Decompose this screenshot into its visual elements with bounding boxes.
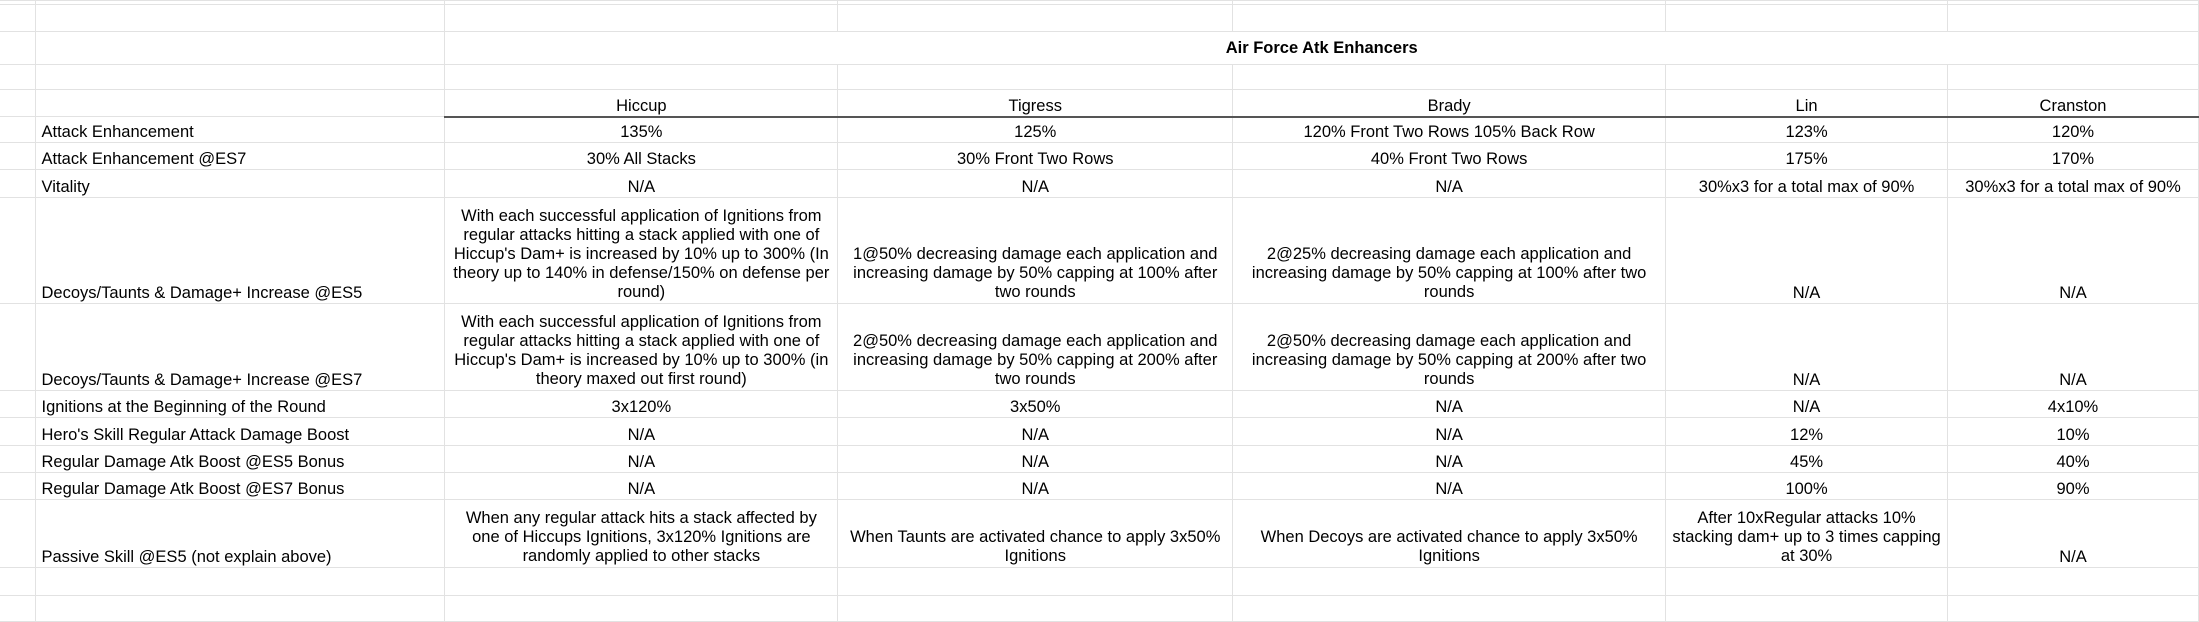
table-cell[interactable]: N/A	[1665, 197, 1949, 304]
row-label[interactable]: Passive Skill @ES5 (not explain above)	[35, 499, 446, 568]
table-cell[interactable]: 170%	[1947, 142, 2199, 170]
table-cell[interactable]: N/A	[837, 169, 1234, 198]
row-label[interactable]: Hero's Skill Regular Attack Damage Boost	[35, 417, 446, 446]
table-cell[interactable]: With each successful application of Igni…	[444, 303, 839, 391]
table-row: Regular Damage Atk Boost @ES7 Bonus N/A …	[0, 472, 2199, 500]
sheet-row	[0, 64, 2199, 90]
table-cell[interactable]: 30% All Stacks	[444, 142, 839, 170]
table-row: Decoys/Taunts & Damage+ Increase @ES7 Wi…	[0, 303, 2199, 391]
table-cell[interactable]: N/A	[444, 169, 839, 198]
table-cell[interactable]: When Taunts are activated chance to appl…	[837, 499, 1234, 568]
table-row: Passive Skill @ES5 (not explain above) W…	[0, 499, 2199, 568]
row-label[interactable]: Regular Damage Atk Boost @ES5 Bonus	[35, 445, 446, 473]
sheet-title[interactable]: Air Force Atk Enhancers	[444, 31, 2199, 65]
sheet-row: Air Force Atk Enhancers	[0, 31, 2199, 65]
table-row: Vitality N/A N/A N/A 30%x3 for a total m…	[0, 169, 2199, 198]
row-label[interactable]: Ignitions at the Beginning of the Round	[35, 390, 446, 418]
table-cell[interactable]: 30% Front Two Rows	[837, 142, 1234, 170]
table-cell[interactable]: 123%	[1665, 116, 1949, 143]
table-cell[interactable]: 3x50%	[837, 390, 1234, 418]
table-cell[interactable]: N/A	[1947, 303, 2199, 391]
table-cell[interactable]: 30%x3 for a total max of 90%	[1947, 169, 2199, 198]
table-cell[interactable]: N/A	[1232, 390, 1667, 418]
column-header-tigress[interactable]: Tigress	[837, 89, 1234, 118]
table-cell[interactable]: 135%	[444, 116, 839, 143]
table-cell[interactable]: After 10xRegular attacks 10% stacking da…	[1665, 499, 1949, 568]
table-cell[interactable]: N/A	[1232, 417, 1667, 446]
table-cell[interactable]: 10%	[1947, 417, 2199, 446]
row-label[interactable]: Vitality	[35, 169, 446, 198]
table-cell[interactable]: 40%	[1947, 445, 2199, 473]
table-cell[interactable]: N/A	[837, 472, 1234, 500]
table-row: Ignitions at the Beginning of the Round …	[0, 390, 2199, 418]
row-label[interactable]: Attack Enhancement @ES7	[35, 142, 446, 170]
table-cell[interactable]: 2@50% decreasing damage each application…	[1232, 303, 1667, 391]
table-cell[interactable]: N/A	[1665, 390, 1949, 418]
column-header-brady[interactable]: Brady	[1232, 89, 1667, 118]
sheet-row	[0, 567, 2199, 596]
table-row: Decoys/Taunts & Damage+ Increase @ES5 Wi…	[0, 197, 2199, 304]
table-cell[interactable]: 2@25% decreasing damage each application…	[1232, 197, 1667, 304]
row-label[interactable]: Regular Damage Atk Boost @ES7 Bonus	[35, 472, 446, 500]
table-cell[interactable]: N/A	[1232, 445, 1667, 473]
table-row: Regular Damage Atk Boost @ES5 Bonus N/A …	[0, 445, 2199, 473]
table-row: Attack Enhancement @ES7 30% All Stacks 3…	[0, 142, 2199, 170]
table-cell[interactable]: 125%	[837, 116, 1234, 143]
row-label[interactable]: Decoys/Taunts & Damage+ Increase @ES7	[35, 303, 446, 391]
table-cell[interactable]: 3x120%	[444, 390, 839, 418]
table-row: Hero's Skill Regular Attack Damage Boost…	[0, 417, 2199, 446]
sheet-row	[0, 4, 2199, 32]
table-cell[interactable]: 45%	[1665, 445, 1949, 473]
table-cell[interactable]: N/A	[444, 417, 839, 446]
table-cell[interactable]: 2@50% decreasing damage each application…	[837, 303, 1234, 391]
table-cell[interactable]: 30%x3 for a total max of 90%	[1665, 169, 1949, 198]
column-header-lin[interactable]: Lin	[1665, 89, 1949, 118]
table-cell[interactable]: 100%	[1665, 472, 1949, 500]
header-row: Hiccup Tigress Brady Lin Cranston	[0, 89, 2199, 118]
table-cell[interactable]: N/A	[1947, 499, 2199, 568]
table-cell[interactable]: N/A	[1947, 197, 2199, 304]
table-cell[interactable]: N/A	[1665, 303, 1949, 391]
table-cell[interactable]: 175%	[1665, 142, 1949, 170]
column-header-cranston[interactable]: Cranston	[1947, 89, 2199, 118]
table-cell[interactable]: 1@50% decreasing damage each application…	[837, 197, 1234, 304]
table-cell[interactable]: N/A	[837, 417, 1234, 446]
table-cell[interactable]: N/A	[1232, 472, 1667, 500]
table-cell[interactable]: N/A	[837, 445, 1234, 473]
table-cell[interactable]: With each successful application of Igni…	[444, 197, 839, 304]
table-cell[interactable]: N/A	[444, 445, 839, 473]
table-cell[interactable]: When Decoys are activated chance to appl…	[1232, 499, 1667, 568]
table-cell[interactable]: N/A	[444, 472, 839, 500]
row-label[interactable]: Attack Enhancement	[35, 116, 446, 143]
table-cell[interactable]: 90%	[1947, 472, 2199, 500]
table-cell[interactable]: 40% Front Two Rows	[1232, 142, 1667, 170]
table-row: Attack Enhancement 135% 125% 120% Front …	[0, 116, 2199, 143]
table-cell[interactable]: N/A	[1232, 169, 1667, 198]
column-header-hiccup[interactable]: Hiccup	[444, 89, 839, 118]
table-cell[interactable]: When any regular attack hits a stack aff…	[444, 499, 839, 568]
table-cell[interactable]: 120% Front Two Rows 105% Back Row	[1232, 116, 1667, 143]
table-cell[interactable]: 4x10%	[1947, 390, 2199, 418]
sheet-row	[0, 595, 2199, 622]
table-cell[interactable]: 12%	[1665, 417, 1949, 446]
row-label[interactable]: Decoys/Taunts & Damage+ Increase @ES5	[35, 197, 446, 304]
table-cell[interactable]: 120%	[1947, 116, 2199, 143]
